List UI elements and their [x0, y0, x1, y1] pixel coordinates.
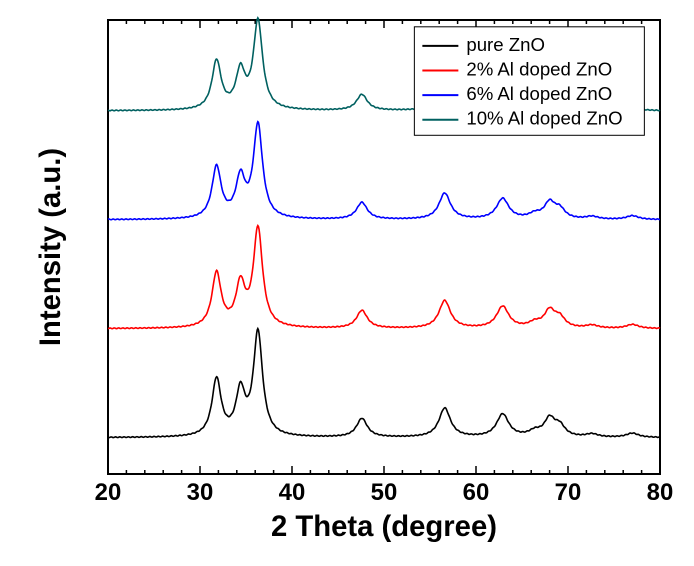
svg-text:2 Theta (degree): 2 Theta (degree)	[271, 511, 497, 543]
legend-label-2: 6% Al doped ZnO	[466, 83, 612, 104]
xrd-chart: 20 30 40 50 60 70 80 2 Theta (degree) Intensity …	[0, 0, 694, 566]
chart-svg: 20 30 40 50 60 70 80 2 Theta (degree) Intensity …	[0, 0, 694, 566]
legend-label-3: 10% Al doped ZnO	[466, 108, 622, 129]
svg-text:Intensity (a.u.): Intensity (a.u.)	[35, 148, 67, 346]
svg-text:60: 60	[463, 479, 490, 506]
svg-text:70: 70	[555, 479, 582, 506]
svg-text:40: 40	[279, 479, 306, 506]
legend-label-0: pure ZnO	[466, 34, 545, 55]
svg-text:30: 30	[187, 479, 214, 506]
legend-label-1: 2% Al doped ZnO	[466, 59, 612, 80]
svg-text:80: 80	[647, 479, 674, 506]
svg-text:50: 50	[371, 479, 398, 506]
svg-text:20: 20	[95, 479, 122, 506]
